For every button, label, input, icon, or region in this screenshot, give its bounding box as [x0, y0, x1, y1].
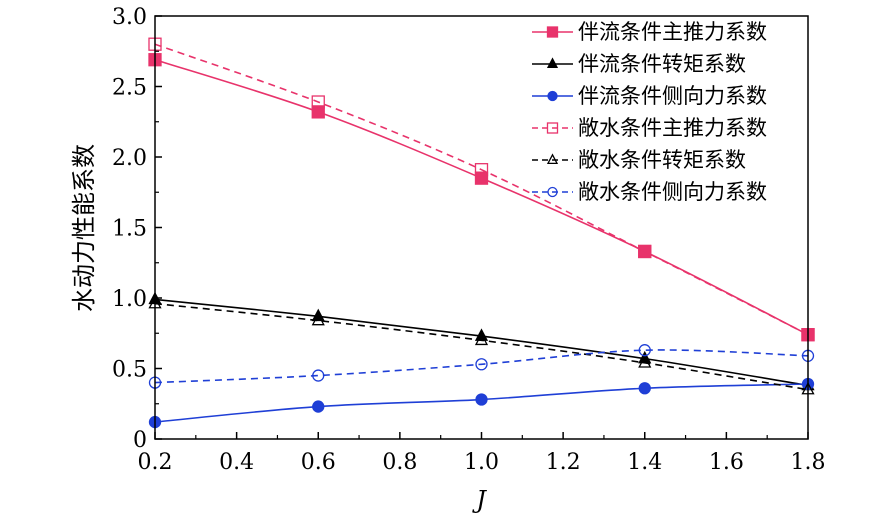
legend-marker [546, 26, 559, 38]
data-point [475, 393, 488, 406]
series-line [154, 43, 809, 336]
x-tick-label: 1.0 [464, 450, 499, 475]
series-2 [148, 377, 815, 429]
data-point [312, 400, 325, 413]
x-tick-label: 1.2 [546, 450, 581, 475]
y-tick-label: 3.0 [112, 5, 147, 30]
y-tick-label: 0.5 [112, 358, 147, 383]
legend-label: 伴流条件侧向力系数 [578, 84, 767, 108]
series-5 [148, 344, 815, 389]
data-point [474, 163, 489, 177]
legend-label: 伴流条件主推力系数 [578, 20, 767, 44]
data-point [638, 344, 651, 357]
data-point [311, 312, 325, 326]
data-point [312, 369, 325, 382]
axes-layer [154, 15, 809, 440]
x-axis-title: J [471, 486, 487, 514]
data-point [474, 171, 489, 185]
legend-marker [547, 90, 558, 102]
legend-item: 敞水条件转矩系数 [532, 148, 746, 172]
data-point [474, 332, 489, 346]
y-tick-label: 2.0 [112, 146, 147, 171]
legend-label: 伴流条件转矩系数 [578, 52, 746, 76]
series-4 [148, 295, 815, 395]
ticks-layer: 0.2 0.4 0.6 0.8 1.0 1.2 1.4 1.6 1.8 0 0.5 1.0 1.5 2.0… [112, 5, 826, 475]
series-line [154, 298, 809, 387]
y-tick-label: 2.5 [112, 76, 147, 101]
x-tick-label: 0.6 [301, 450, 336, 475]
x-tick-label: 0.2 [138, 450, 173, 475]
legend-item: 伴流条件主推力系数 [532, 20, 767, 44]
legend: 伴流条件主推力系数伴流条件转矩系数伴流条件侧向力系数敞水条件主推力系数敞水条件转… [532, 20, 767, 204]
data-point [638, 382, 651, 395]
legend-marker [546, 57, 559, 69]
plot-frame [154, 15, 809, 440]
legend-item: 伴流条件侧向力系数 [532, 84, 767, 108]
x-tick-label: 0.8 [382, 450, 417, 475]
data-point [311, 95, 325, 109]
legend-marker [546, 153, 559, 165]
x-tick-label: 1.8 [791, 450, 826, 475]
legend-item: 伴流条件转矩系数 [532, 52, 746, 76]
data-point [638, 355, 652, 368]
data-point [475, 358, 488, 371]
legend-label: 敞水条件转矩系数 [578, 148, 746, 172]
series-line [154, 349, 809, 384]
legend-label: 敞水条件侧向力系数 [578, 180, 767, 204]
y-tick-label: 0 [133, 428, 147, 453]
legend-marker [547, 186, 558, 198]
legend-item: 敞水条件侧向力系数 [532, 180, 767, 204]
data-point [638, 244, 652, 259]
legend-item: 敞水条件主推力系数 [532, 116, 767, 140]
y-tick-label: 1.0 [112, 287, 147, 312]
x-tick-label: 0.4 [219, 450, 254, 475]
data-point [311, 105, 325, 119]
series-layer [148, 37, 815, 429]
legend-label: 敞水条件主推力系数 [578, 116, 767, 140]
legend-marker [546, 122, 559, 134]
x-tick-label: 1.6 [709, 450, 744, 475]
x-tick-label: 1.4 [627, 450, 662, 475]
y-axis-title: 水动力性能系数 [70, 144, 98, 312]
y-tick-label: 1.5 [112, 217, 147, 242]
series-line [154, 302, 809, 391]
series-1 [148, 291, 815, 391]
